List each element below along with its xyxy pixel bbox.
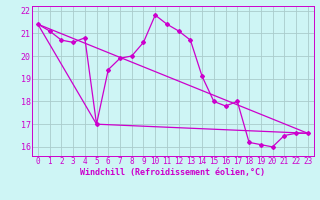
X-axis label: Windchill (Refroidissement éolien,°C): Windchill (Refroidissement éolien,°C) [80,168,265,177]
